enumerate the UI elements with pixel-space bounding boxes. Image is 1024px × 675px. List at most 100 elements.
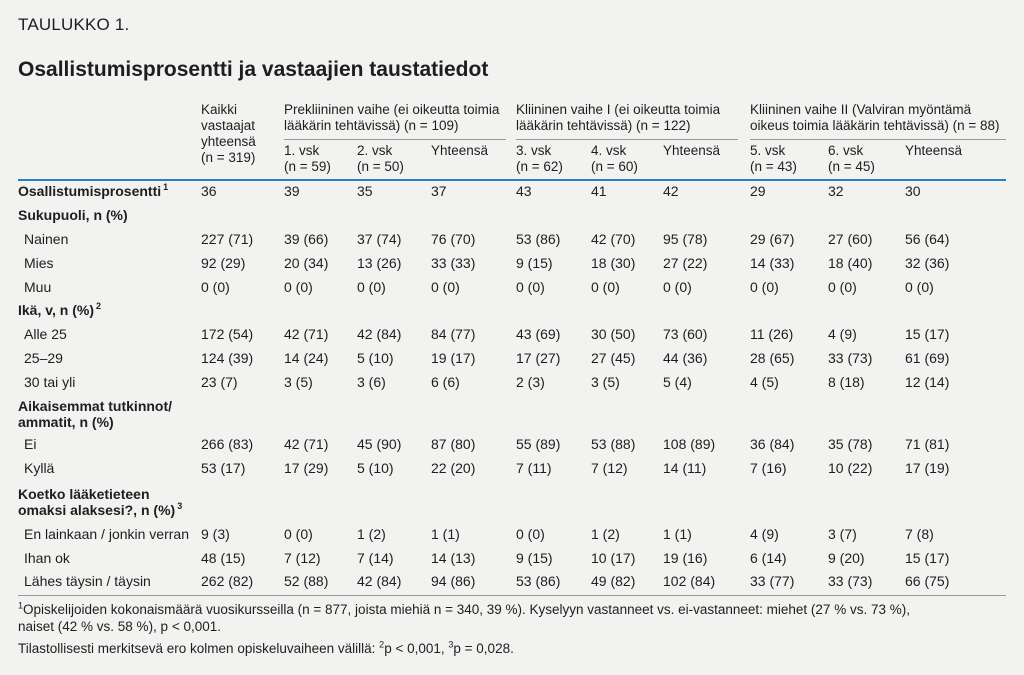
- table-cell: 0 (0): [284, 526, 313, 542]
- table-cell: 28 (65): [750, 350, 795, 366]
- footnote-2: Tilastollisesti merkitsevä ero kolmen op…: [18, 640, 1008, 657]
- header-line: Kliininen vaihe I (ei oikeutta toimia: [516, 102, 721, 117]
- table-cell: 6 (6): [431, 374, 460, 390]
- table-cell: 52 (88): [284, 573, 329, 589]
- row-label: Mies: [24, 255, 54, 271]
- row-label: Alle 25: [24, 326, 67, 342]
- table-cell: 5 (10): [357, 350, 394, 366]
- row-label: Lähes täysin / täysin: [24, 573, 151, 589]
- table-cell: 7 (12): [591, 460, 628, 476]
- table-cell: 33 (33): [431, 255, 476, 271]
- table-cell: 0 (0): [828, 279, 857, 295]
- table-cell: 33 (73): [828, 573, 873, 589]
- table-cell: 5 (4): [663, 374, 692, 390]
- table-cell: 35 (78): [828, 436, 873, 452]
- header-line: vastaajat: [201, 118, 256, 133]
- subheader-line: 2. vsk: [357, 143, 393, 158]
- row-footnote-marker: 1: [163, 182, 169, 193]
- table-cell: 53 (88): [591, 436, 636, 452]
- table-cell: 11 (26): [750, 326, 794, 342]
- table-cell: 30 (50): [591, 326, 636, 342]
- table-cell: 53 (86): [516, 573, 561, 589]
- table-cell: 0 (0): [516, 526, 545, 542]
- row-label: 25–29: [24, 350, 63, 366]
- table-cell: 124 (39): [201, 350, 254, 366]
- table-cell: 0 (0): [663, 279, 692, 295]
- table-cell: 36 (84): [750, 436, 795, 452]
- table-cell: 94 (86): [431, 573, 476, 589]
- table-cell: 17 (19): [905, 460, 950, 476]
- subheader-2: 2. vsk (n = 50): [357, 143, 404, 175]
- table-cell: 73 (60): [663, 326, 708, 342]
- table-cell: 7 (16): [750, 460, 787, 476]
- table-cell: 33 (73): [828, 350, 873, 366]
- row-label-text: Lähes täysin / täysin: [24, 573, 151, 589]
- group-rule-clinical-2: [750, 139, 1006, 140]
- table-cell: 13 (26): [357, 255, 402, 271]
- table-cell: 14 (13): [431, 550, 476, 566]
- table-cell: 87 (80): [431, 436, 476, 452]
- row-label-text: Alle 25: [24, 326, 67, 342]
- row-label-text: Nainen: [24, 231, 69, 247]
- row-label-text: Ihan ok: [24, 550, 70, 566]
- footer-rule: [18, 595, 1006, 596]
- subheader-line: Yhteensä: [663, 143, 721, 158]
- header-clinical-1: Kliininen vaihe I (ei oikeutta toimia lä…: [516, 102, 720, 134]
- table-row: Alle 25 172 (54) 42 (71) 42 (84) 84 (77) 43 (…: [0, 326, 1024, 346]
- table-cell: 0 (0): [905, 279, 934, 295]
- table-cell: 37: [431, 183, 447, 199]
- row-label: Osallistumisprosentti 1: [18, 183, 168, 199]
- table-cell: 53 (86): [516, 231, 561, 247]
- table-cell: 55 (89): [516, 436, 561, 452]
- table-cell: 27 (45): [591, 350, 636, 366]
- table-cell: 23 (7): [201, 374, 238, 390]
- table-cell: 36: [201, 183, 217, 199]
- table-cell: 7 (8): [905, 526, 934, 542]
- row-label-text: 25–29: [24, 350, 63, 366]
- header-clinical-2: Kliininen vaihe II (Valviran myöntämä oi…: [750, 102, 1000, 134]
- table-cell: 66 (75): [905, 573, 950, 589]
- table-cell: 20 (34): [284, 255, 329, 271]
- table-cell: 10 (22): [828, 460, 873, 476]
- table-row: Lähes täysin / täysin 262 (82) 52 (88) 42 (…: [0, 573, 1024, 593]
- row-label: 30 tai yli: [24, 374, 75, 390]
- subheader-line: 3. vsk: [516, 143, 552, 158]
- subheader-1: 1. vsk (n = 59): [284, 143, 331, 175]
- header-preclinical: Prekliininen vaihe (ei oikeutta toimia l…: [284, 102, 499, 134]
- subheader-line: (n = 43): [750, 159, 797, 174]
- table-cell: 7 (14): [357, 550, 394, 566]
- subheader-8: 6. vsk (n = 45): [828, 143, 875, 175]
- table-cell: 0 (0): [591, 279, 620, 295]
- table-cell: 15 (17): [905, 326, 950, 342]
- table-cell: 9 (15): [516, 550, 553, 566]
- footnote-marker: 3: [448, 639, 454, 650]
- row-label-text: Aikaisemmat tutkinnot/: [18, 398, 173, 414]
- table-cell: 102 (84): [663, 573, 716, 589]
- table-cell: 1 (1): [663, 526, 692, 542]
- table-cell: 56 (64): [905, 231, 950, 247]
- table-row: 30 tai yli 23 (7) 3 (5) 3 (6) 6 (6) 2 (3) 3 (5…: [0, 374, 1024, 394]
- row-label: Ihan ok: [24, 550, 70, 566]
- table-cell: 227 (71): [201, 231, 254, 247]
- row-label-text: Koetko lääketieteen: [18, 486, 150, 502]
- table-cell: 19 (17): [431, 350, 476, 366]
- subheader-line: 6. vsk: [828, 143, 864, 158]
- row-label: Kyllä: [24, 460, 54, 476]
- table-cell: 262 (82): [201, 573, 254, 589]
- table-cell: 0 (0): [357, 279, 386, 295]
- row-label-text: En lainkaan / jonkin verran: [24, 526, 189, 542]
- table-row: Mies 92 (29) 20 (34) 13 (26) 33 (33) 9 (15) 18…: [0, 255, 1024, 275]
- subheader-line: (n = 59): [284, 159, 331, 174]
- table-cell: 29 (67): [750, 231, 795, 247]
- row-label-text: Ei: [24, 436, 37, 452]
- table-cell: 43: [516, 183, 532, 199]
- table-cell: 42 (70): [591, 231, 636, 247]
- table-cell: 0 (0): [431, 279, 460, 295]
- table-cell: 39: [284, 183, 300, 199]
- section-row: Ikä, v, n (%) 2: [0, 302, 1024, 322]
- table-cell: 33 (77): [750, 573, 795, 589]
- table-cell: 44 (36): [663, 350, 708, 366]
- table-cell: 7 (12): [284, 550, 321, 566]
- table-cell: 18 (40): [828, 255, 873, 271]
- table-cell: 9 (15): [516, 255, 553, 271]
